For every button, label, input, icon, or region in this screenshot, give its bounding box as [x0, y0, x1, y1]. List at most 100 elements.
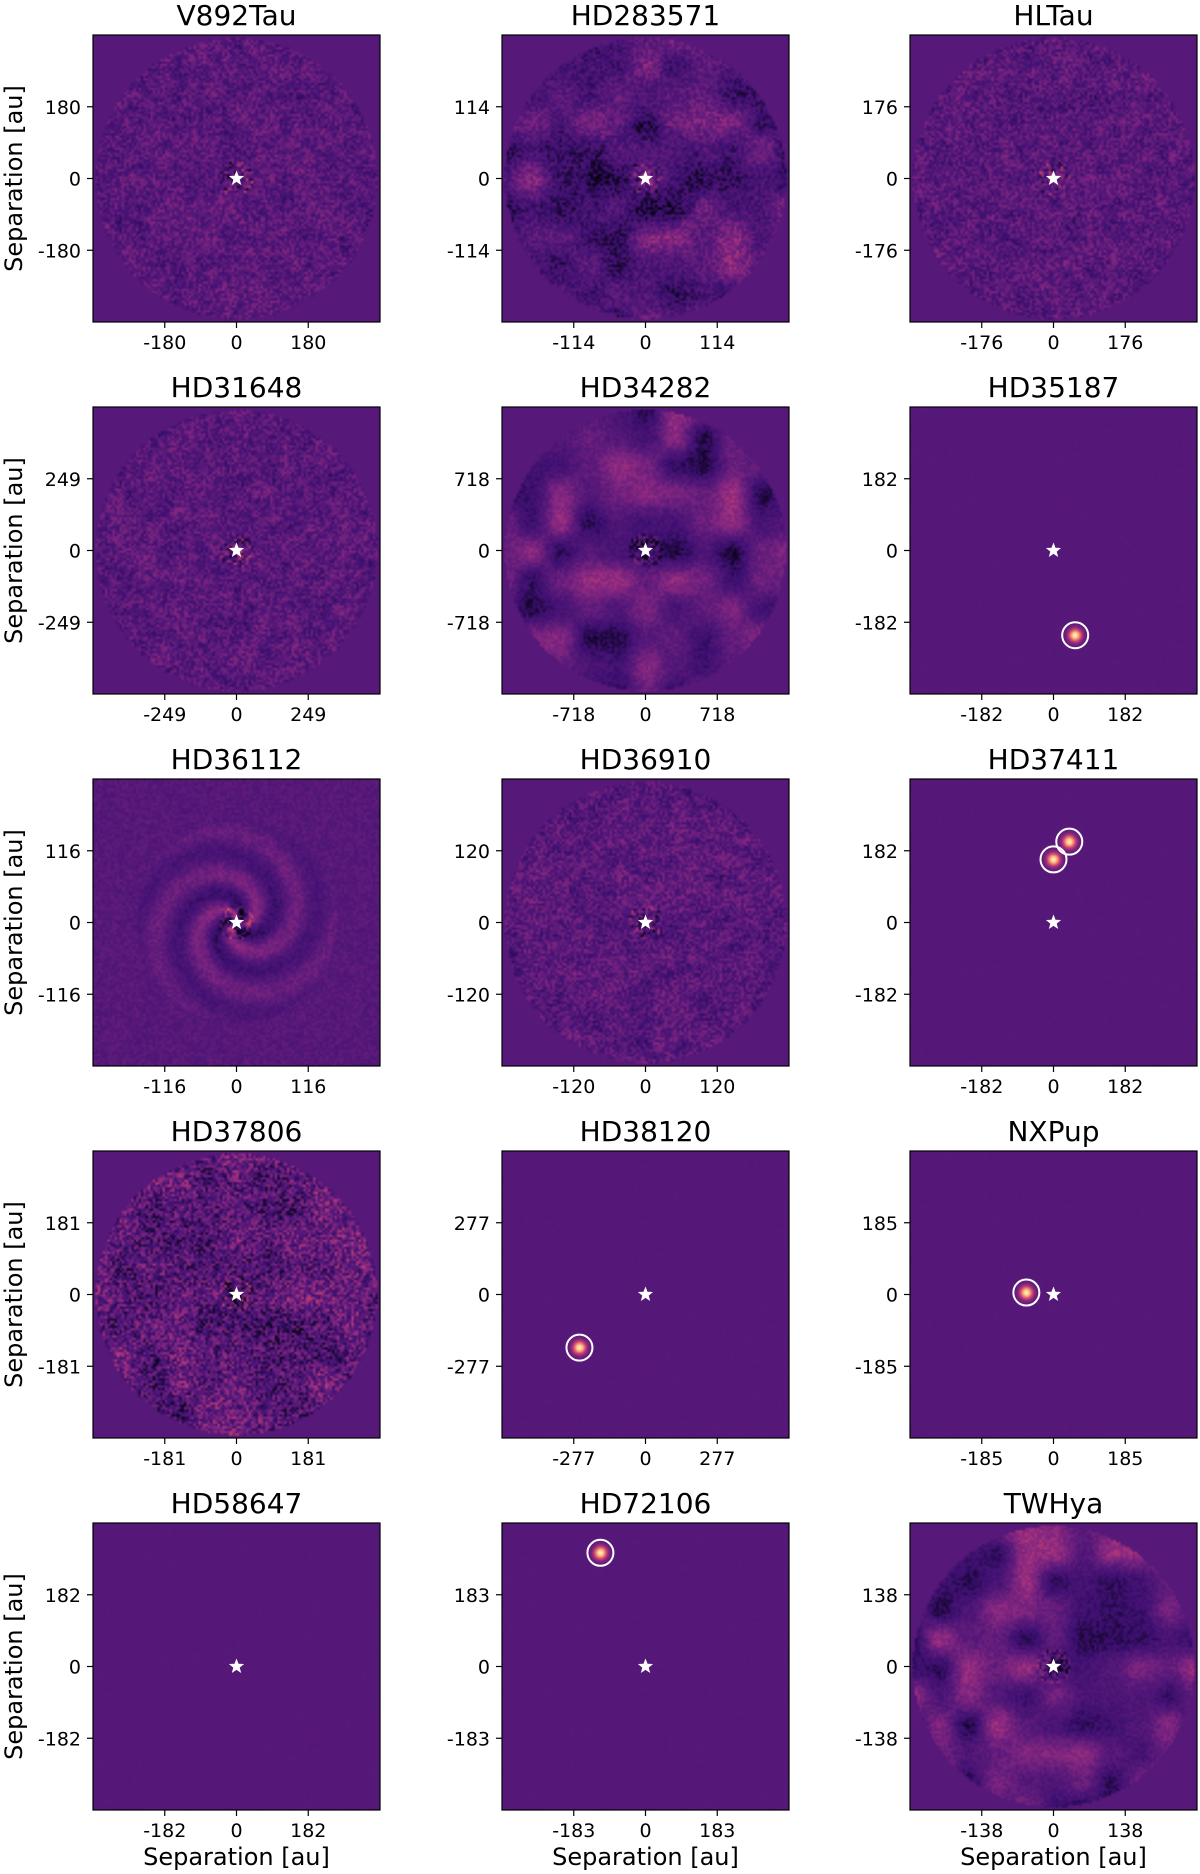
panel-HLTau: HLTau -176 -176 0 0 176 176 — [855, 0, 1198, 354]
y-tick-label: 180 — [45, 97, 81, 119]
y-tick-label: 0 — [69, 1285, 81, 1307]
x-tick-label: 185 — [1107, 1448, 1143, 1470]
y-tick-label: 182 — [862, 469, 898, 491]
star-marker — [228, 914, 245, 929]
y-tick-label: -182 — [38, 1728, 81, 1750]
y-tick-label: 0 — [69, 541, 81, 563]
y-tick-label: -116 — [38, 984, 81, 1006]
panel-title: HD36112 — [171, 743, 303, 776]
y-tick-label: 0 — [478, 541, 490, 563]
y-tick-label: 0 — [886, 1285, 898, 1307]
x-tick-label: 182 — [1107, 704, 1143, 726]
y-tick-label: 0 — [886, 913, 898, 935]
y-tick-label: 277 — [454, 1213, 490, 1235]
panel-title: HD37806 — [171, 1115, 303, 1148]
y-tick-label: -180 — [38, 240, 81, 262]
y-tick-label: 249 — [45, 469, 81, 491]
x-tick-label: -185 — [960, 1448, 1003, 1470]
y-tick-label: 0 — [886, 169, 898, 191]
x-tick-label: 0 — [639, 1448, 651, 1470]
y-tick-label: -249 — [38, 612, 81, 634]
y-tick-label: 718 — [454, 469, 490, 491]
panel-title: HD37411 — [988, 743, 1120, 776]
star-marker — [228, 1286, 245, 1301]
x-tick-label: 114 — [699, 332, 735, 354]
panel-title: V892Tau — [177, 0, 297, 32]
y-tick-label: 183 — [454, 1585, 490, 1607]
star-marker — [228, 1658, 245, 1673]
x-tick-label: -182 — [960, 1076, 1003, 1098]
y-tick-label: -138 — [855, 1728, 898, 1750]
x-tick-label: 182 — [290, 1820, 326, 1842]
panel-HD36112: HD36112 -116 -116 0 0 116 116 Separation [au] — [0, 743, 381, 1098]
y-axis-label: Separation [au] — [0, 457, 28, 644]
panel-HD37411: HD37411 -182 -182 0 0 182 182 — [855, 743, 1198, 1098]
x-axis-label: Separation [au] — [143, 1843, 330, 1871]
panel-title: HD31648 — [171, 371, 303, 404]
y-tick-label: 116 — [45, 841, 81, 863]
x-tick-label: -180 — [143, 332, 186, 354]
star-marker — [637, 1658, 654, 1673]
y-tick-label: 0 — [69, 1657, 81, 1679]
y-tick-label: -182 — [855, 612, 898, 634]
panel-HD37806: HD37806 -181 -181 0 0 181 181 Separation [au] — [0, 1115, 381, 1470]
x-tick-label: 138 — [1107, 1820, 1143, 1842]
x-tick-label: -249 — [143, 704, 186, 726]
panel-HD31648: HD31648 -249 -249 0 0 249 249 Separation [au] — [0, 371, 381, 726]
panel-HD38120: HD38120 -277 -277 0 0 277 277 — [447, 1115, 790, 1470]
x-tick-label: 120 — [699, 1076, 735, 1098]
x-tick-label: -182 — [143, 1820, 186, 1842]
x-tick-label: -138 — [960, 1820, 1003, 1842]
star-marker — [637, 1286, 654, 1301]
panel-HD34282: HD34282 -718 -718 0 0 718 718 — [447, 371, 790, 726]
x-tick-label: -114 — [552, 332, 595, 354]
x-tick-label: 180 — [290, 332, 326, 354]
star-marker — [637, 170, 654, 185]
star-marker — [228, 170, 245, 185]
y-tick-label: 0 — [478, 913, 490, 935]
x-tick-label: 0 — [1047, 1820, 1059, 1842]
x-tick-label: 183 — [699, 1820, 735, 1842]
panel-title: HD72106 — [580, 1487, 712, 1520]
x-tick-label: 249 — [290, 704, 326, 726]
x-tick-label: -120 — [552, 1076, 595, 1098]
y-tick-label: -718 — [447, 612, 490, 634]
x-tick-label: -182 — [960, 704, 1003, 726]
panel-HD283571: HD283571 -114 -114 0 0 114 114 — [447, 0, 790, 354]
x-tick-label: 718 — [699, 704, 735, 726]
star-marker — [228, 542, 245, 557]
panel-NXPup: NXPup -185 -185 0 0 185 185 — [855, 1115, 1198, 1470]
star-marker — [1045, 914, 1062, 929]
star-marker — [1045, 1286, 1062, 1301]
y-axis-label: Separation [au] — [0, 85, 28, 272]
x-axis-label: Separation [au] — [960, 1843, 1147, 1871]
panel-title: HD36910 — [580, 743, 712, 776]
y-axis-label: Separation [au] — [0, 1573, 28, 1760]
source-circle — [1039, 845, 1068, 874]
x-tick-label: 0 — [230, 1820, 242, 1842]
y-tick-label: -182 — [855, 984, 898, 1006]
star-marker — [1045, 1658, 1062, 1673]
star-marker — [1045, 542, 1062, 557]
x-tick-label: -181 — [143, 1448, 186, 1470]
x-tick-label: -176 — [960, 332, 1003, 354]
x-tick-label: 0 — [639, 704, 651, 726]
panel-title: HLTau — [1013, 0, 1093, 32]
y-tick-label: 176 — [862, 97, 898, 119]
y-tick-label: -181 — [38, 1356, 81, 1378]
y-tick-label: -185 — [855, 1356, 898, 1378]
panel-HD36910: HD36910 -120 -120 0 0 120 120 — [447, 743, 790, 1098]
y-tick-label: 114 — [454, 97, 490, 119]
x-tick-label: 0 — [1047, 1076, 1059, 1098]
x-tick-label: 0 — [639, 1076, 651, 1098]
y-tick-label: -277 — [447, 1356, 490, 1378]
x-tick-label: 181 — [290, 1448, 326, 1470]
y-tick-label: -120 — [447, 984, 490, 1006]
x-tick-label: 0 — [1047, 1448, 1059, 1470]
x-tick-label: 0 — [1047, 704, 1059, 726]
y-tick-label: -183 — [447, 1728, 490, 1750]
source-circle — [1055, 827, 1084, 856]
